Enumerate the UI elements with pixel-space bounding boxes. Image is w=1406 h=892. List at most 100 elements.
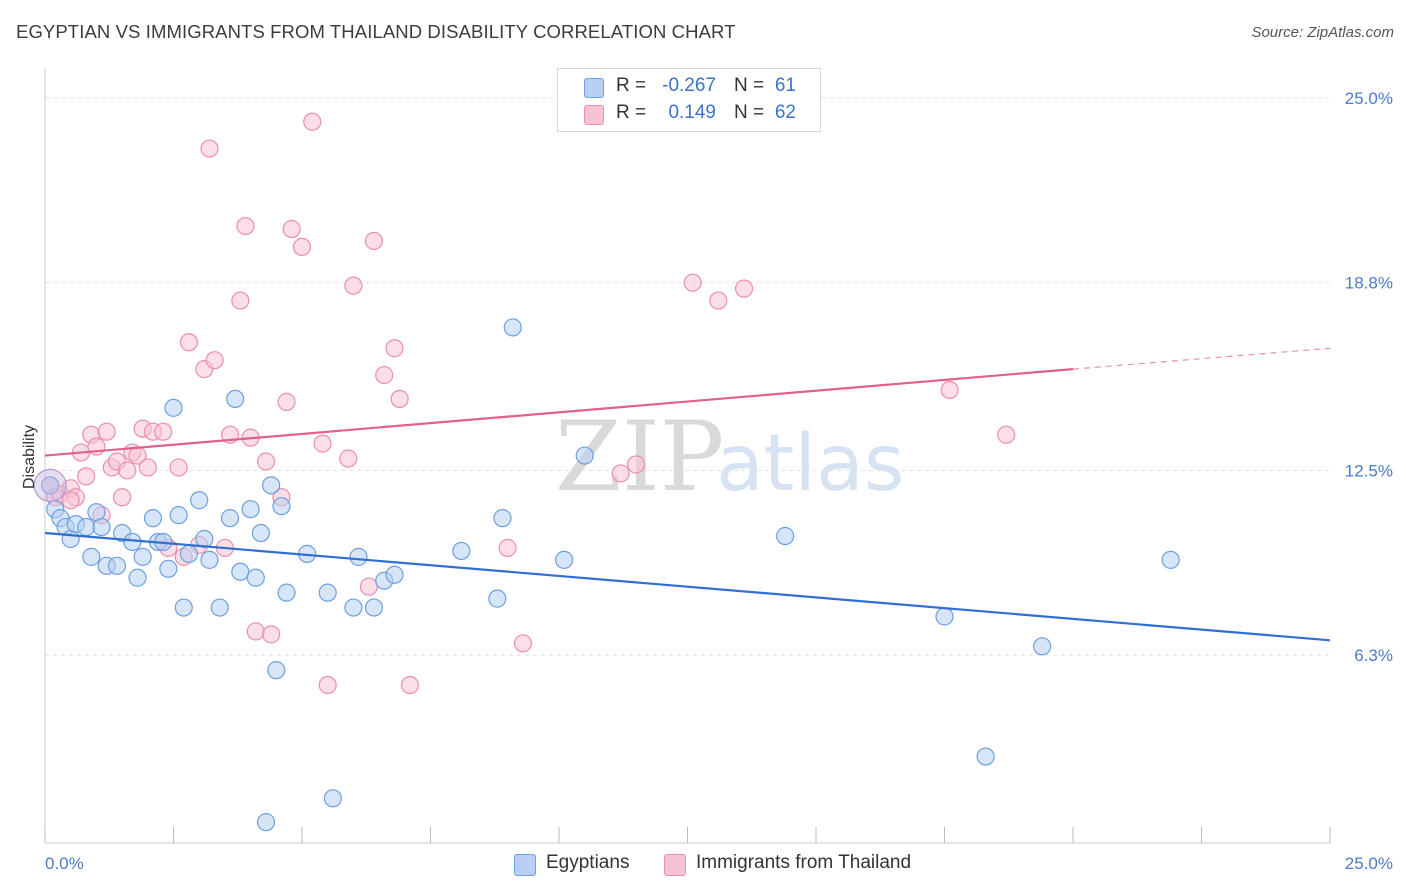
data-point <box>709 291 728 310</box>
data-point <box>92 517 111 537</box>
legend-r-value: 0.149 <box>668 102 716 123</box>
data-point <box>364 231 384 251</box>
data-point <box>272 497 291 516</box>
legend-r-label: R = <box>616 102 647 123</box>
data-point <box>1161 550 1180 569</box>
data-point <box>364 598 384 617</box>
axes <box>44 68 1331 844</box>
y-axis-label: Disability <box>21 425 38 489</box>
data-point <box>41 476 60 495</box>
data-point <box>231 291 250 310</box>
series-egyptians-points <box>33 318 1180 832</box>
trend-line-thailand <box>44 368 1074 457</box>
bottom-legend-swatch-pink <box>664 854 686 876</box>
data-point <box>359 577 378 596</box>
data-point <box>77 517 96 537</box>
trend-lines <box>44 347 1331 642</box>
data-point <box>513 634 533 653</box>
data-point <box>123 532 142 552</box>
legend-n-label: N = <box>734 102 765 123</box>
data-point <box>154 422 173 441</box>
data-point <box>488 589 507 608</box>
data-point <box>200 139 219 158</box>
data-point <box>164 398 183 417</box>
data-point <box>1033 637 1052 656</box>
data-point <box>138 458 157 477</box>
data-point <box>205 351 224 370</box>
data-point <box>339 449 358 468</box>
data-point <box>323 789 342 808</box>
data-point <box>277 583 296 602</box>
data-point <box>683 273 702 292</box>
data-point <box>385 565 404 584</box>
data-point <box>112 488 132 507</box>
data-point <box>940 380 959 400</box>
data-point <box>400 675 420 695</box>
legend-n-value: 61 <box>774 75 796 96</box>
data-point <box>493 509 512 528</box>
data-point <box>611 464 630 483</box>
data-point <box>82 547 101 566</box>
data-point <box>226 389 245 409</box>
watermark-atlas: atlas <box>716 419 905 509</box>
source-label: Source: ZipAtlas.com <box>1251 24 1394 41</box>
data-point <box>262 625 281 644</box>
bottom-legend-label: Immigrants from Thailand <box>696 852 912 873</box>
data-point <box>97 422 116 441</box>
data-point <box>303 112 322 131</box>
data-point <box>179 544 199 563</box>
data-point <box>776 526 795 546</box>
data-point <box>575 446 594 465</box>
data-point <box>976 747 995 766</box>
legend-n-label: N = <box>734 75 765 96</box>
data-point <box>61 491 80 510</box>
data-point <box>385 339 404 358</box>
data-point <box>190 491 209 510</box>
data-point <box>292 237 312 257</box>
data-point <box>267 661 286 680</box>
data-point <box>375 365 394 385</box>
data-point <box>256 452 276 471</box>
data-point <box>734 279 754 298</box>
data-point <box>349 547 368 566</box>
data-point <box>128 568 147 587</box>
legend-r-value: -0.267 <box>662 75 716 96</box>
legend: R = -0.267 N = 61 R = 0.149 N = 62 <box>557 68 821 132</box>
data-point <box>133 547 152 566</box>
legend-swatch-blue <box>584 78 604 98</box>
data-point <box>282 219 301 239</box>
data-point <box>390 389 409 409</box>
data-point <box>159 559 178 578</box>
data-point <box>318 583 337 602</box>
data-point <box>256 813 276 832</box>
data-point <box>210 598 229 617</box>
data-point <box>231 562 250 581</box>
data-point <box>241 500 260 519</box>
x-tick-labels: 0.0% 25.0% <box>45 854 1393 873</box>
data-point <box>174 598 193 617</box>
data-point <box>277 392 296 411</box>
data-point <box>997 425 1016 444</box>
data-point <box>503 318 522 337</box>
data-point <box>555 550 574 569</box>
data-point <box>200 550 219 569</box>
y-tick-label: 25.0% <box>1345 89 1393 108</box>
chart-title: EGYPTIAN VS IMMIGRANTS FROM THAILAND DIS… <box>16 21 736 42</box>
data-point <box>935 607 954 626</box>
data-point <box>236 216 255 236</box>
bottom-legend-swatch-blue <box>514 854 536 876</box>
data-point-cluster <box>33 468 67 502</box>
data-point <box>195 529 214 549</box>
data-point <box>118 461 137 480</box>
y-tick-label: 18.8% <box>1345 274 1393 293</box>
trend-line-egyptians <box>44 531 1331 642</box>
data-point <box>313 434 332 453</box>
data-point <box>262 476 281 495</box>
data-point <box>169 506 188 525</box>
y-tick-label: 6.3% <box>1354 646 1393 665</box>
data-point <box>77 467 96 486</box>
data-point <box>498 538 517 558</box>
legend-row-thailand: R = 0.149 N = 62 <box>558 101 820 127</box>
data-point <box>344 598 363 617</box>
